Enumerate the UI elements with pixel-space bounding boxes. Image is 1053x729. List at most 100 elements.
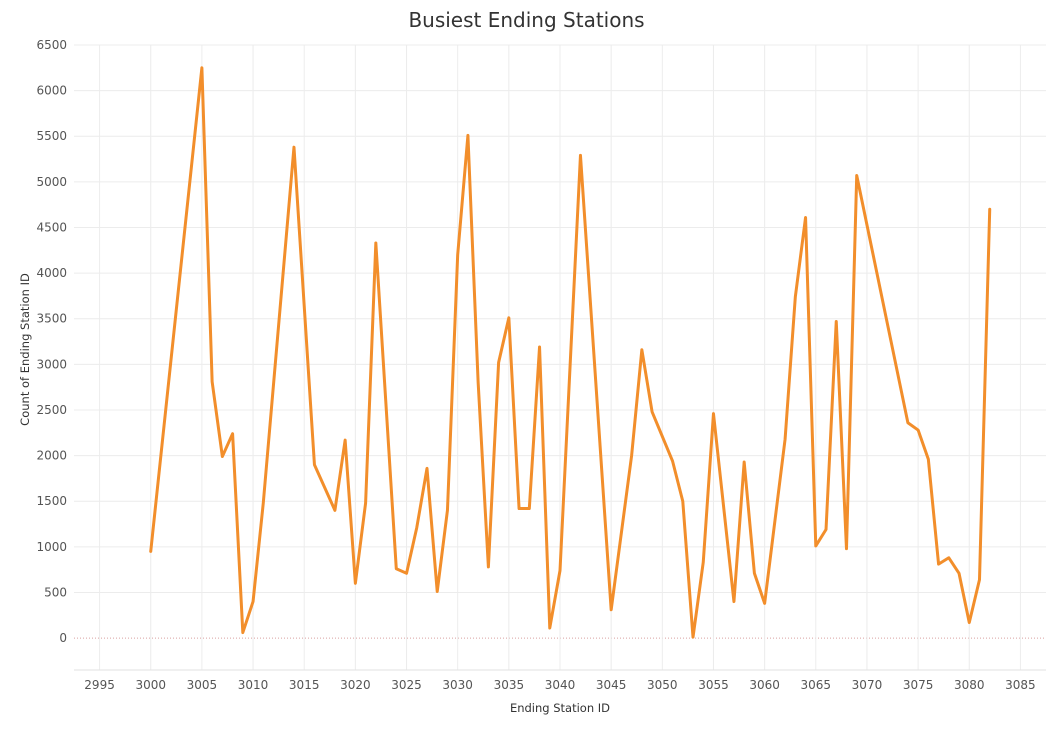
- data-point: [732, 600, 735, 603]
- data-point: [743, 460, 746, 463]
- y-tick-label: 5000: [36, 175, 67, 189]
- x-tick-label: 3045: [596, 678, 627, 692]
- data-point: [507, 316, 510, 319]
- data-point: [630, 454, 633, 457]
- data-point: [354, 582, 357, 585]
- y-tick-label: 1000: [36, 540, 67, 554]
- data-point: [436, 590, 439, 593]
- data-point: [466, 134, 469, 137]
- data-point: [917, 429, 920, 432]
- data-point: [221, 455, 224, 458]
- x-tick-label: 3010: [238, 678, 269, 692]
- data-point: [405, 572, 408, 575]
- y-tick-label: 3000: [36, 357, 67, 371]
- data-point: [845, 547, 848, 550]
- data-point: [344, 439, 347, 442]
- data-point: [374, 241, 377, 244]
- data-point: [477, 381, 480, 384]
- data-point: [518, 507, 521, 510]
- data-point: [200, 66, 203, 69]
- x-tick-label: 3070: [852, 678, 883, 692]
- data-point: [968, 621, 971, 624]
- data-point: [262, 502, 265, 505]
- data-point: [784, 438, 787, 441]
- data-point: [958, 572, 961, 575]
- data-point: [528, 507, 531, 510]
- x-tick-label: 3000: [135, 678, 166, 692]
- data-point: [753, 572, 756, 575]
- x-tick-label: 3085: [1005, 678, 1036, 692]
- data-point: [559, 569, 562, 572]
- x-tick-label: 3040: [545, 678, 576, 692]
- data-point: [804, 216, 807, 219]
- data-point: [610, 608, 613, 611]
- x-tick-label: 3080: [954, 678, 985, 692]
- data-point: [988, 208, 991, 211]
- data-point: [456, 253, 459, 256]
- y-tick-label: 0: [59, 631, 67, 645]
- x-tick-label: 2995: [84, 678, 115, 692]
- data-point: [487, 565, 490, 568]
- data-point: [692, 636, 695, 639]
- x-tick-label: 3050: [647, 678, 678, 692]
- x-tick-label: 3065: [801, 678, 832, 692]
- x-tick-label: 3015: [289, 678, 320, 692]
- data-point: [681, 500, 684, 503]
- data-point: [149, 550, 152, 553]
- data-point: [927, 458, 930, 461]
- data-point: [814, 544, 817, 547]
- x-tick-label: 3005: [187, 678, 218, 692]
- data-point: [395, 567, 398, 570]
- data-point: [671, 460, 674, 463]
- series-layer: [149, 66, 992, 639]
- x-axis-title: Ending Station ID: [510, 701, 610, 715]
- x-tick-label: 3025: [391, 678, 422, 692]
- data-point: [702, 561, 705, 564]
- data-point: [538, 346, 541, 349]
- y-tick-label: 500: [44, 585, 67, 599]
- y-tick-label: 6000: [36, 84, 67, 98]
- data-point: [364, 502, 367, 505]
- data-point: [446, 509, 449, 512]
- data-point: [313, 463, 316, 466]
- data-point: [947, 556, 950, 559]
- data-point: [579, 154, 582, 157]
- x-tick-label: 3030: [442, 678, 473, 692]
- data-point: [241, 631, 244, 634]
- y-axis-title: Count of Ending Station ID: [18, 273, 32, 426]
- y-tick-label: 2000: [36, 449, 67, 463]
- y-tick-label: 2500: [36, 403, 67, 417]
- x-axis-ticks: 2995 3000 3005 3010 3015 3020 3025 3030 3035 3040…: [84, 678, 1035, 692]
- data-point: [651, 410, 654, 413]
- y-tick-label: 1500: [36, 494, 67, 508]
- data-point: [425, 467, 428, 470]
- data-point: [978, 578, 981, 581]
- x-tick-label: 3020: [340, 678, 371, 692]
- x-tick-label: 3035: [494, 678, 525, 692]
- chart-title: Busiest Ending Stations: [408, 8, 645, 32]
- x-tick-label: 3060: [749, 678, 780, 692]
- y-tick-label: 3500: [36, 312, 67, 326]
- data-point: [712, 412, 715, 415]
- y-tick-label: 5500: [36, 129, 67, 143]
- data-point: [292, 146, 295, 149]
- data-point: [497, 361, 500, 364]
- data-point: [835, 320, 838, 323]
- x-tick-label: 3075: [903, 678, 934, 692]
- series-line: [149, 66, 992, 639]
- data-point: [211, 380, 214, 383]
- data-point: [231, 432, 234, 435]
- data-point: [906, 421, 909, 424]
- data-point: [937, 563, 940, 566]
- y-tick-label: 6500: [36, 38, 67, 52]
- y-tick-label: 4000: [36, 266, 67, 280]
- y-axis-ticks: 0 500 1000 1500 2000 2500 3000 3500 4000 4500 5000…: [36, 38, 67, 645]
- data-point: [333, 509, 336, 512]
- y-tick-label: 4500: [36, 220, 67, 234]
- data-point: [763, 602, 766, 605]
- data-point: [855, 174, 858, 177]
- data-point: [825, 528, 828, 531]
- data-point: [252, 600, 255, 603]
- x-tick-label: 3055: [698, 678, 729, 692]
